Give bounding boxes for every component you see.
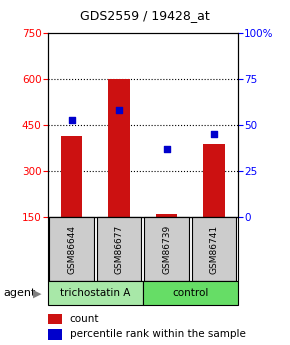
Text: control: control [172,288,209,298]
Point [117,108,122,113]
Bar [48,281,143,305]
Point [69,117,74,122]
Point [212,131,216,137]
Text: GSM86739: GSM86739 [162,225,171,274]
Text: GSM86677: GSM86677 [115,225,124,274]
Text: agent: agent [3,288,35,298]
Bar [48,314,62,324]
Bar [49,217,94,281]
Bar [108,79,130,217]
Text: GDS2559 / 19428_at: GDS2559 / 19428_at [80,9,210,22]
Bar [144,217,189,281]
Bar [97,217,142,281]
Bar [61,136,82,217]
Text: percentile rank within the sample: percentile rank within the sample [70,329,246,339]
Text: ▶: ▶ [33,288,42,298]
Bar [192,217,236,281]
Text: GSM86741: GSM86741 [210,225,219,274]
Text: count: count [70,314,99,324]
Bar [48,329,62,340]
Bar [156,214,177,217]
Text: trichostatin A: trichostatin A [60,288,130,298]
Text: GSM86644: GSM86644 [67,225,76,274]
Point [164,146,169,152]
Bar [203,144,225,217]
Bar [143,281,238,305]
